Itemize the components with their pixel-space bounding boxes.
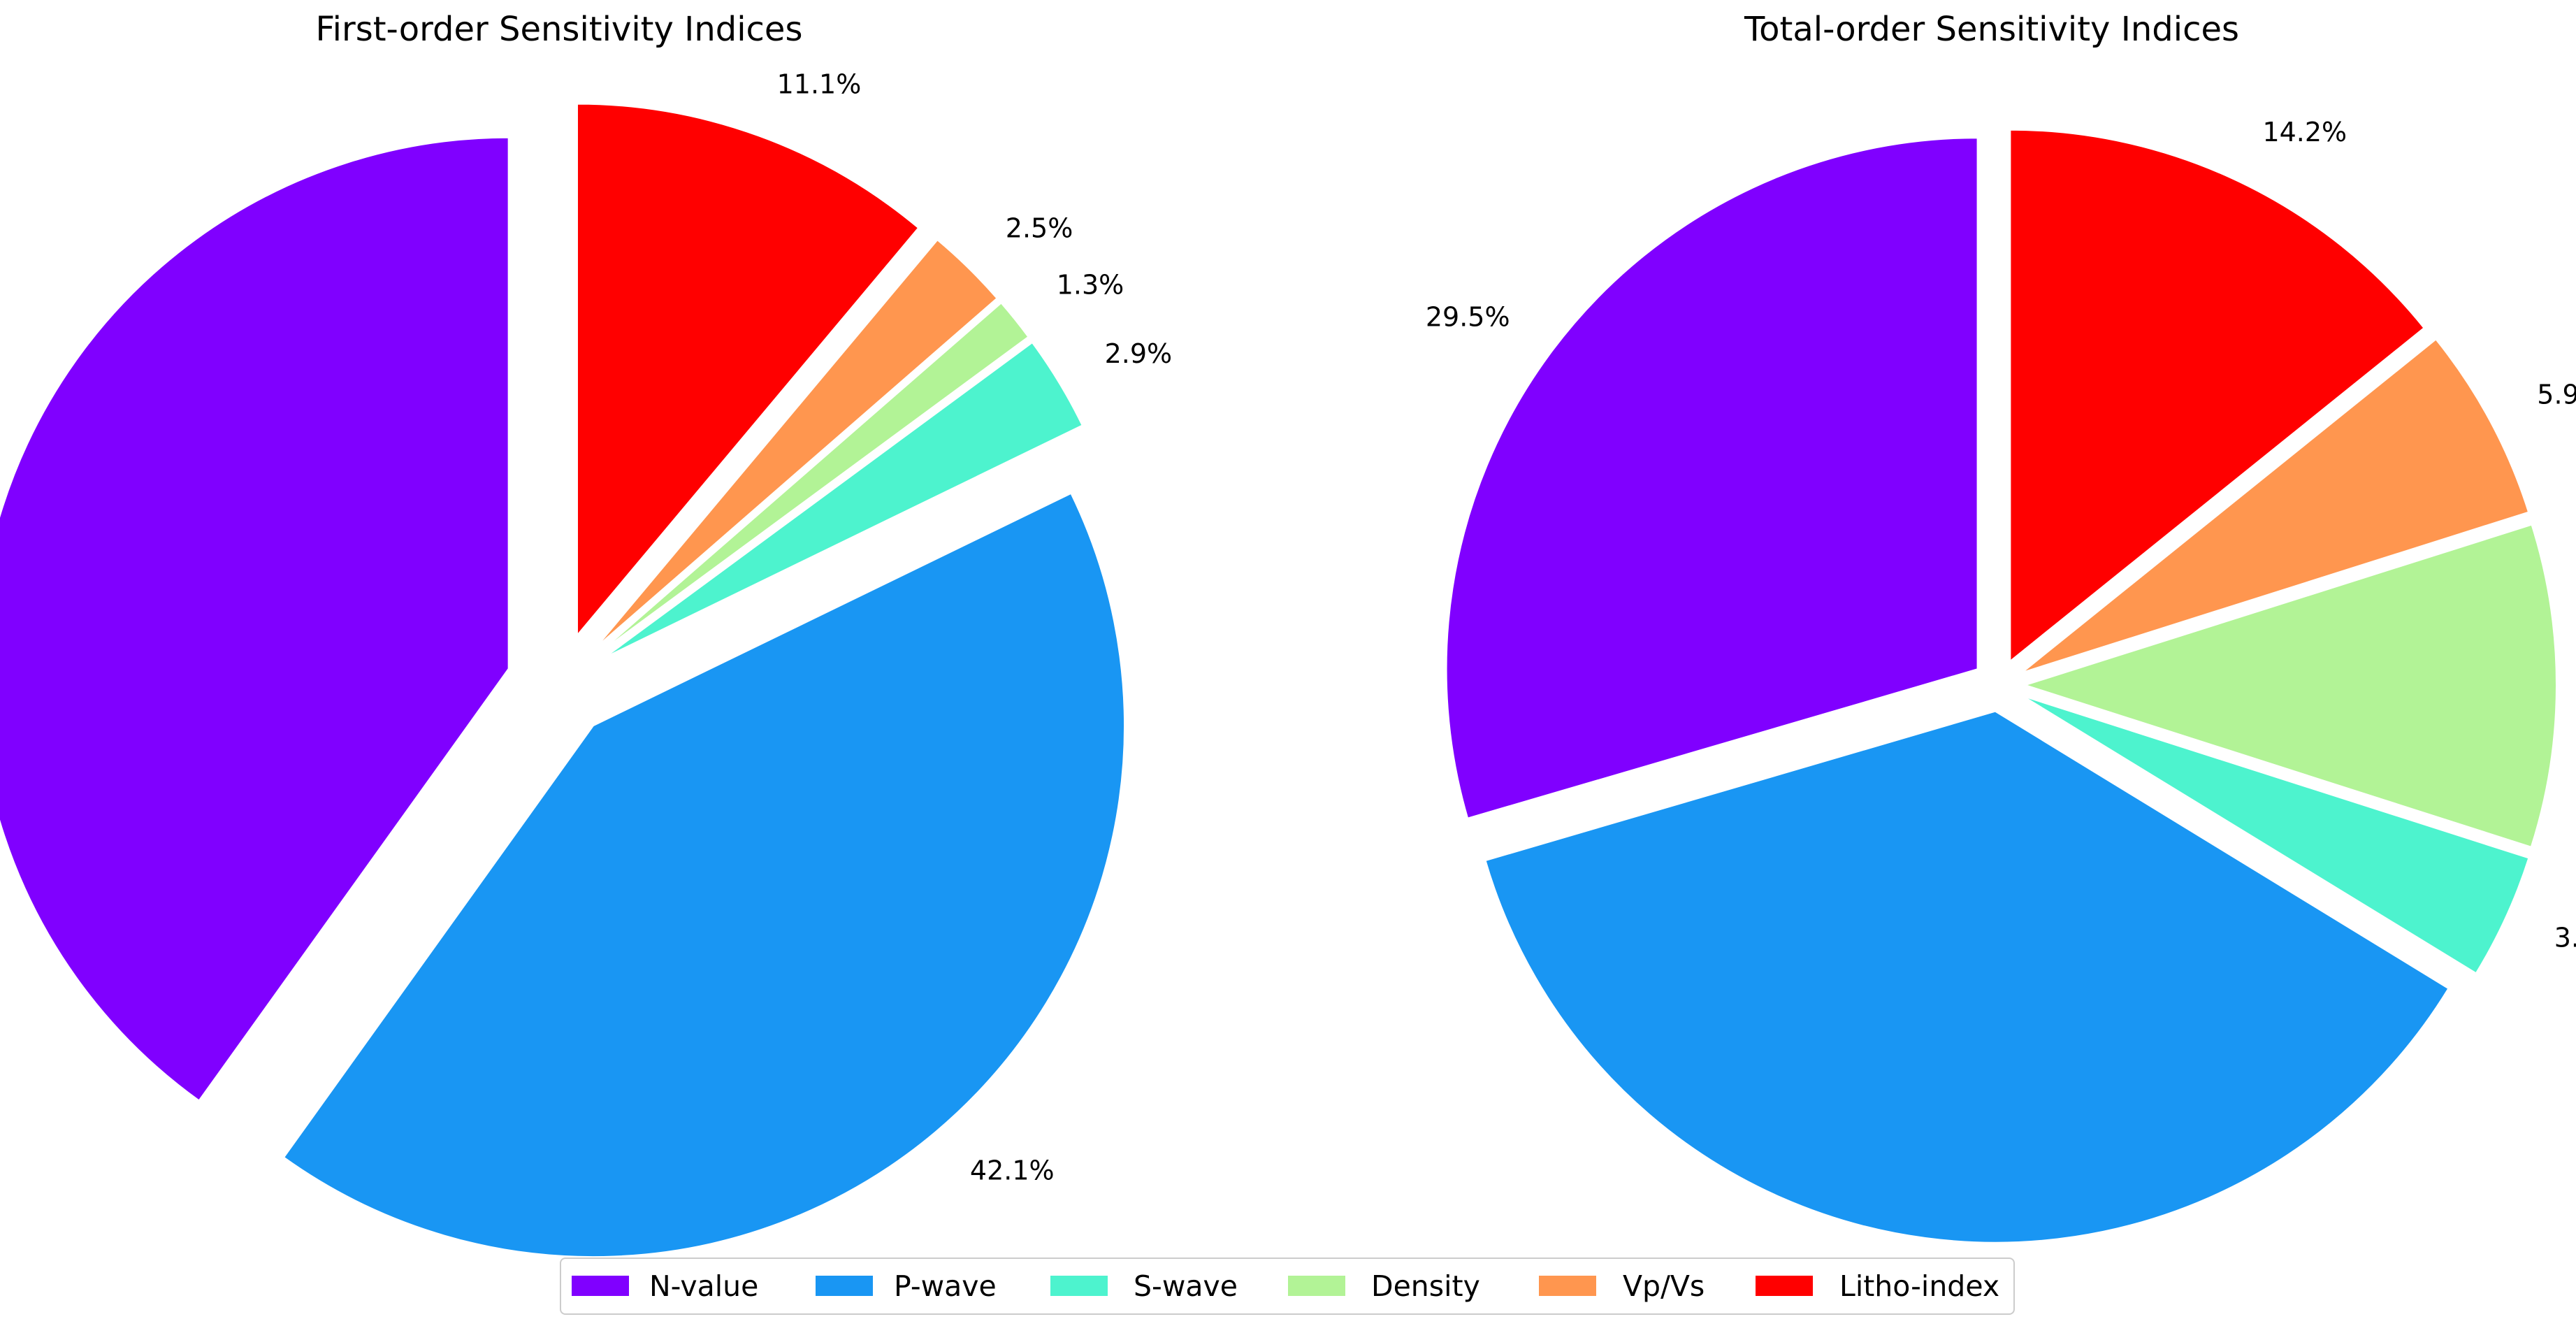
legend-swatch-vp-vs [1539, 1276, 1596, 1296]
legend-swatch-density [1288, 1276, 1345, 1296]
pie-chart-total-order: Total-order Sensitivity Indices 29.5%36.… [1426, 10, 2576, 1304]
legend-item-p-wave: P-wave [816, 1269, 997, 1303]
legend-label-vp-vs: Vp/Vs [1623, 1269, 1705, 1303]
legend-item-n-value: N-value [572, 1269, 758, 1303]
pie-slice-s-wave [2023, 695, 2530, 974]
pie-slice-s-wave [604, 341, 1083, 658]
chart-title-total-order: Total-order Sensitivity Indices [1744, 10, 2239, 49]
legend-swatch-p-wave [816, 1276, 873, 1296]
pie-slice-p-wave [282, 492, 1125, 1258]
pie-chart-first-order: First-order Sensitivity Indices 40.1%42.… [0, 10, 1173, 1258]
pie-slice-vp-vs [2021, 338, 2530, 673]
pie-label-vp-vs: 5.9% [2537, 380, 2576, 410]
pie-label-s-wave: 3.8% [2554, 922, 2576, 953]
legend-label-litho-index: Litho-index [1839, 1269, 1999, 1303]
pie-slice-density [600, 302, 1029, 653]
pie-slice-litho-index [2009, 129, 2425, 663]
legend-label-s-wave: S-wave [1134, 1269, 1238, 1303]
pie-slice-n-value [0, 136, 509, 1102]
pie-label-s-wave: 2.9% [1105, 338, 1173, 369]
legend-frame [560, 1258, 2015, 1315]
legend-item-litho-index: Litho-index [1756, 1269, 1999, 1303]
pie-slice-density [2023, 524, 2557, 848]
legend-item-vp-vs: Vp/Vs [1539, 1269, 1705, 1303]
pie-slice-n-value [1445, 137, 1978, 819]
pie-label-litho-index: 11.1% [777, 69, 862, 99]
pie-slices-first-order [0, 103, 1125, 1258]
pie-slice-litho-index [576, 103, 920, 637]
legend-swatch-s-wave [1050, 1276, 1108, 1296]
legend-item-density: Density [1288, 1269, 1480, 1303]
pie-label-vp-vs: 2.5% [1006, 213, 1073, 244]
pie-label-litho-index: 14.2% [2262, 117, 2347, 147]
legend-swatch-n-value [572, 1276, 629, 1296]
pie-label-density: 1.3% [1057, 269, 1124, 300]
chart-title-first-order: First-order Sensitivity Indices [316, 10, 803, 49]
legend-label-density: Density [1371, 1269, 1480, 1303]
legend-item-s-wave: S-wave [1050, 1269, 1238, 1303]
legend-swatch-litho-index [1756, 1276, 1813, 1296]
legend-label-p-wave: P-wave [894, 1269, 997, 1303]
legend: N-value P-wave S-wave Density Vp/Vs Lith… [560, 1258, 2015, 1315]
legend-label-n-value: N-value [649, 1269, 758, 1303]
pie-labels-first-order: 40.1%42.1%2.9%1.3%2.5%11.1% [777, 69, 1173, 1186]
pie-slices-total-order [1445, 129, 2557, 1244]
pie-label-n-value: 29.5% [1426, 301, 1510, 332]
pie-slice-p-wave [1484, 710, 2450, 1244]
pie-label-p-wave: 42.1% [970, 1155, 1055, 1186]
pie-slice-vp-vs [595, 238, 998, 648]
